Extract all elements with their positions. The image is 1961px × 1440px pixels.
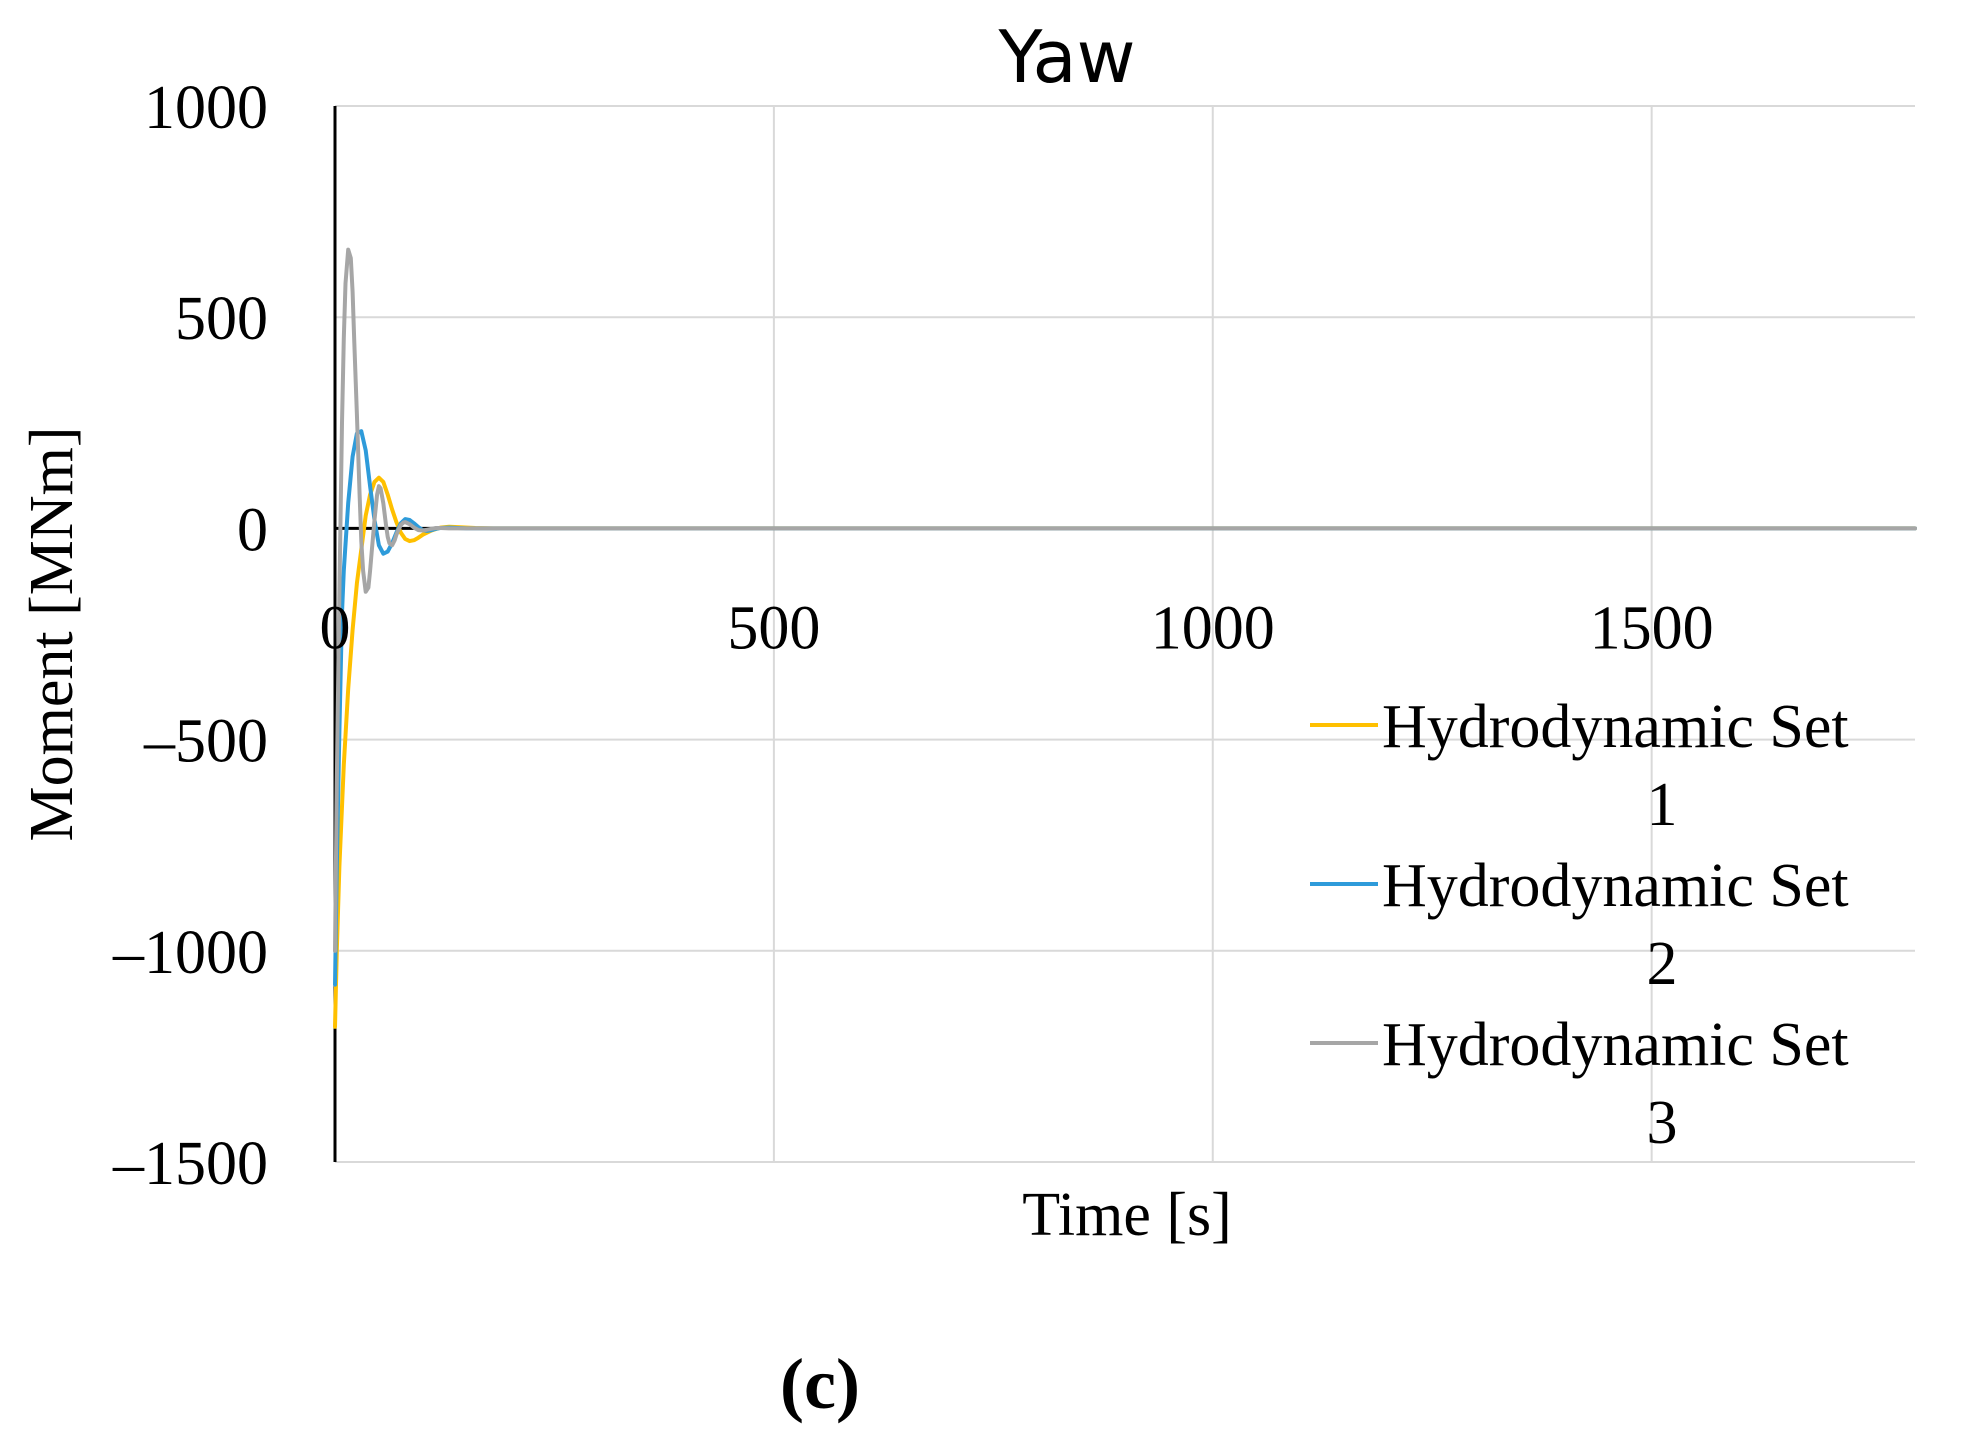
y-axis-title: Moment [MNm] xyxy=(18,426,86,841)
legend-label-2-cont: 2 xyxy=(1647,930,1678,998)
y-tick-label: 1000 xyxy=(144,74,268,142)
x-tick-labels: 0 500 1000 1500 xyxy=(320,594,1714,662)
legend-label-3: Hydrodynamic Set xyxy=(1382,1011,1849,1079)
legend-label-2: Hydrodynamic Set xyxy=(1382,852,1849,920)
x-tick-label: 1500 xyxy=(1590,594,1714,662)
legend-label-1: Hydrodynamic Set xyxy=(1382,693,1849,761)
x-tick-label: 0 xyxy=(320,594,351,662)
chart-title: Yaw xyxy=(997,15,1135,99)
series-line-3 xyxy=(333,247,1917,953)
x-tick-label: 500 xyxy=(727,594,820,662)
y-tick-label: 500 xyxy=(175,285,268,353)
y-tick-label: –1000 xyxy=(112,919,268,987)
legend: Hydrodynamic Set 1 Hydrodynamic Set 2 Hydrod… xyxy=(1310,693,1849,1157)
x-axis-title: Time [s] xyxy=(1022,1181,1232,1249)
y-tick-label: 0 xyxy=(237,496,268,564)
y-tick-label: –500 xyxy=(143,708,268,776)
legend-label-1-cont: 1 xyxy=(1647,771,1678,839)
x-tick-label: 1000 xyxy=(1151,594,1275,662)
y-tick-labels: 1000 500 0 –500 –1000 –1500 xyxy=(112,74,268,1198)
legend-label-3-cont: 3 xyxy=(1647,1089,1678,1157)
panel-label: (c) xyxy=(780,1344,860,1424)
data-series xyxy=(333,247,1917,1029)
y-tick-label: –1500 xyxy=(112,1130,268,1198)
